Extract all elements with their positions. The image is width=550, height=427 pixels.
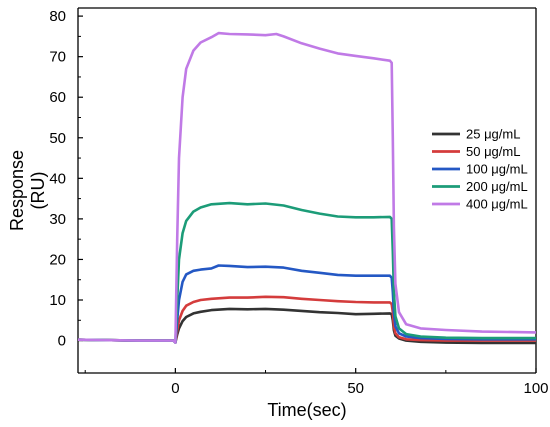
legend-label: 400 μg/mL [466, 197, 528, 212]
legend-label: 50 μg/mL [466, 144, 520, 159]
x-tick-label: 100 [523, 380, 548, 397]
legend-label: 25 μg/mL [466, 127, 520, 142]
series-line [77, 201, 536, 344]
x-axis-title: Time(sec) [267, 400, 346, 420]
legend: 25 μg/mL 50 μg/mL 100 μg/mL 200 μg/mL 400 μg… [432, 127, 528, 212]
y-axis-ticks: 0 10 20 30 40 50 60 70 80 [49, 8, 83, 350]
y-tick-label: 70 [49, 49, 66, 66]
y-tick-label: 10 [49, 292, 66, 309]
y-tick-label: 0 [58, 333, 66, 350]
y-axis-title: Response(RU) [7, 150, 48, 231]
y-tick-label: 50 [49, 130, 66, 147]
series-line [77, 295, 536, 344]
series-line [77, 31, 537, 344]
y-tick-label: 20 [49, 251, 66, 268]
y-tick-label: 60 [49, 89, 66, 106]
y-tick-label: 80 [49, 8, 66, 25]
plot-area [77, 7, 537, 374]
x-tick-label: 50 [347, 380, 364, 397]
series-layer [77, 31, 537, 345]
y-tick-label: 30 [49, 211, 66, 228]
x-tick-label: 0 [171, 380, 179, 397]
y-axis-title-line: (RU) [28, 172, 48, 210]
y-axis-title-line: Response [7, 150, 27, 231]
y-tick-label: 40 [49, 170, 66, 187]
x-axis-ticks: 0 50 100 [84, 368, 549, 397]
legend-label: 100 μg/mL [466, 162, 528, 177]
legend-label: 200 μg/mL [466, 179, 528, 194]
